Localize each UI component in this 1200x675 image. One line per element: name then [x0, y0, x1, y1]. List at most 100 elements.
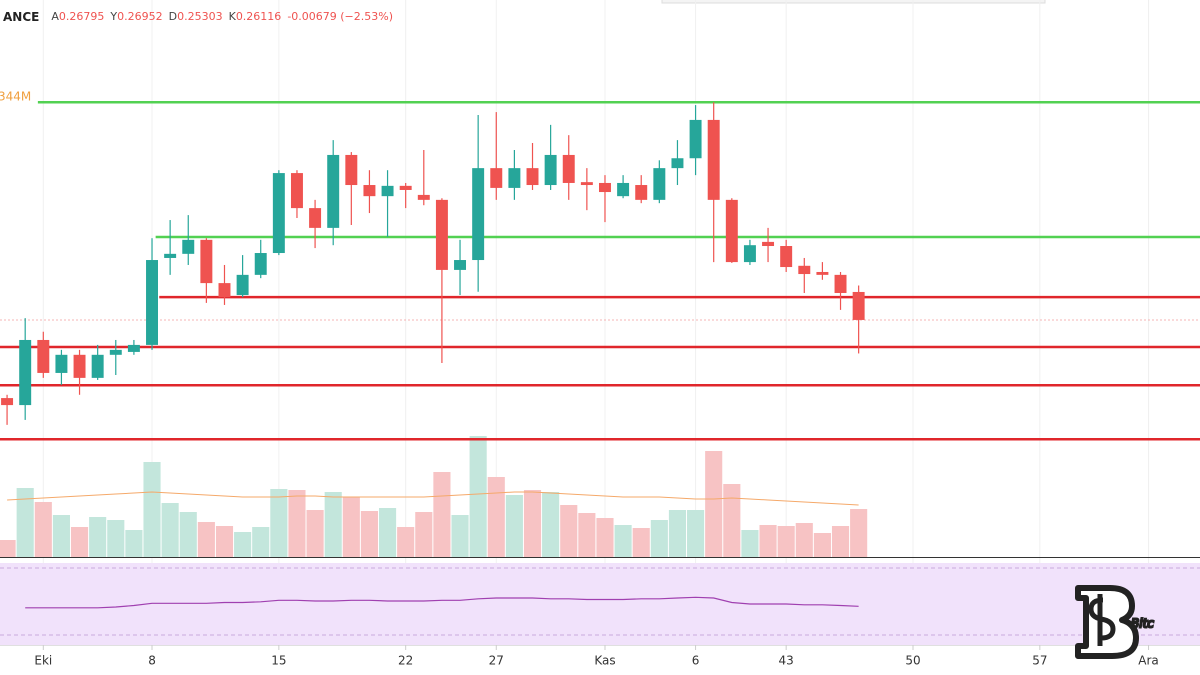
candle-body: [91, 354, 104, 378]
volume-bar: [288, 490, 306, 557]
x-tick-label: 27: [489, 654, 504, 668]
x-tick-label: Eki: [34, 654, 52, 668]
candle-body: [562, 154, 575, 183]
ohlc-value: 0.26116: [236, 10, 282, 23]
volume-bar: [741, 530, 759, 557]
x-axis: Eki 8 15 22 27 Kas 6 43 50 57 Ara: [34, 645, 1159, 668]
volume-pane: [0, 436, 868, 609]
volume-bar: [0, 540, 16, 557]
volume-bar: [107, 520, 125, 557]
volume-bar: [523, 490, 542, 557]
volume-bar: [542, 492, 560, 557]
volume-bar: [687, 510, 705, 557]
candle-body: [671, 158, 684, 169]
volume-bar: [813, 533, 831, 557]
volume-bar: [197, 522, 215, 557]
indicator-line: [25, 596, 859, 609]
watermark: Bitc: [1075, 585, 1155, 659]
candle-body: [798, 265, 811, 275]
candle-body: [472, 168, 485, 261]
price-label: 344M: [0, 90, 31, 104]
candle-body: [852, 291, 865, 320]
volume-bar: [397, 527, 415, 557]
candle-body: [435, 199, 448, 270]
x-tick-label: 6: [692, 654, 700, 668]
volume-bar: [34, 502, 52, 557]
candle-body: [417, 194, 430, 200]
volume-bar: [578, 513, 596, 557]
volume-bar: [306, 510, 324, 557]
candle-body: [127, 344, 140, 352]
ohlc-value: 0.26952: [117, 10, 163, 23]
volume-bar: [378, 508, 397, 557]
candle-body: [544, 154, 557, 186]
candle-body: [55, 354, 68, 373]
volume-bar: [596, 518, 614, 557]
candle-body: [707, 119, 720, 200]
legend-header: ANCE A0.26795 Y0.26952 D0.25303 K0.26116 -0.0…: [3, 10, 393, 24]
candle-body: [743, 245, 756, 263]
volume-bar: [650, 520, 668, 557]
volume-bar: [469, 436, 487, 557]
candle-body: [218, 283, 231, 298]
ohlc-value: 0.26795: [59, 10, 105, 23]
candle-body: [327, 154, 340, 228]
candle-body: [816, 271, 829, 275]
volume-bar: [505, 495, 523, 557]
volume-bar: [795, 523, 813, 557]
x-tick-label: Kas: [594, 654, 615, 668]
candle-body: [109, 349, 122, 355]
candle-body: [526, 168, 539, 186]
candle-body: [182, 239, 195, 254]
volume-bar: [70, 527, 89, 557]
ohlc-label: D: [169, 10, 177, 23]
change: -0.00679 (−2.53%): [287, 10, 393, 23]
volume-bar: [234, 532, 252, 557]
x-tick-label: 8: [148, 654, 156, 668]
candle-body: [254, 253, 267, 275]
volume-bar: [52, 515, 70, 557]
volume-bar: [850, 509, 868, 557]
candle-body: [490, 168, 503, 188]
candle-body: [725, 199, 738, 263]
volume-bar: [705, 451, 723, 557]
x-tick-label: 22: [398, 654, 413, 668]
volume-bar: [759, 525, 777, 557]
candle-body: [454, 260, 467, 270]
volume-bar: [831, 526, 850, 557]
volume-bar: [89, 517, 107, 557]
exchange: ANCE: [3, 10, 39, 24]
ohlc-label: K: [229, 10, 237, 23]
volume-bar: [560, 505, 578, 557]
x-tick-label: Ara: [1138, 654, 1159, 668]
volume-bar: [433, 472, 451, 557]
candle-body: [762, 241, 775, 247]
volume-bar: [451, 515, 469, 557]
volume-bar: [215, 526, 234, 557]
volume-bar: [161, 503, 179, 557]
candle-body: [146, 260, 158, 345]
levels: [0, 100, 1200, 441]
ohlc-label: Y: [109, 10, 117, 23]
x-tick-label: 43: [779, 654, 794, 668]
watermark-logo: [1088, 594, 1116, 646]
ohlc-label: A: [51, 10, 59, 23]
indicator-pane: [0, 563, 1200, 645]
candle-body: [617, 182, 630, 197]
candle-body: [599, 182, 611, 193]
volume-bar: [723, 484, 741, 557]
toolbar-edge: [661, 0, 1046, 4]
candle-body: [73, 354, 86, 378]
candle-body: [834, 274, 847, 293]
volume-bar: [252, 527, 270, 557]
candle-body: [635, 185, 648, 200]
volume-bar: [179, 512, 197, 557]
x-tick-label: 15: [271, 654, 286, 668]
candle-body: [508, 168, 521, 188]
candle-body: [236, 274, 249, 296]
volume-bar: [270, 489, 288, 557]
volume-ma: [7, 491, 859, 506]
x-tick-label: 50: [905, 654, 920, 668]
